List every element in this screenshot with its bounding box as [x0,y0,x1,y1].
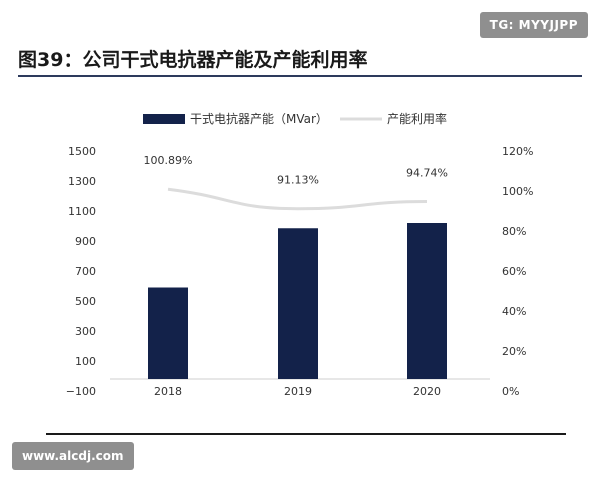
right-tick-label: 40% [502,305,526,318]
right-tick-label: 120% [502,145,533,158]
right-tick-label: 20% [502,345,526,358]
utilization-line [167,187,428,211]
left-tick-label: 100 [75,355,96,368]
bar [278,228,318,379]
utilization-point-label: 94.74% [406,167,448,180]
right-tick-label: 0% [502,385,519,398]
bar [148,287,188,379]
utilization-point-label: 91.13% [277,174,319,187]
utilization-labels: 100.89% 91.13% 94.74% [144,154,448,187]
bar [407,223,447,379]
bar-series [148,223,447,379]
left-tick-label: 900 [75,235,96,248]
left-tick-label: 300 [75,325,96,338]
x-tick-label: 2018 [154,385,182,398]
right-tick-label: 100% [502,185,533,198]
x-axis: 2018 2019 2020 [154,385,441,398]
left-tick-label: −100 [66,385,96,398]
left-tick-label: 1100 [68,205,96,218]
legend-line-label: 产能利用率 [387,111,447,126]
utilization-point-label: 100.89% [144,154,193,167]
legend: 干式电抗器产能（MVar） 产能利用率 [143,111,447,126]
right-tick-label: 80% [502,225,526,238]
watermark-bottom: www.alcdj.com [12,442,134,470]
x-tick-label: 2020 [413,385,441,398]
left-tick-label: 700 [75,265,96,278]
right-tick-label: 60% [502,265,526,278]
left-tick-label: 1500 [68,145,96,158]
right-axis: 0% 20% 40% 60% 80% 100% 120% [502,145,533,398]
left-tick-label: 1300 [68,175,96,188]
watermark-top: TG: MYYJJPP [479,12,588,38]
page-title: 图39：公司干式电抗器产能及产能利用率 [18,49,368,71]
legend-bar-swatch [143,114,185,124]
legend-bar-label: 干式电抗器产能（MVar） [190,111,328,126]
left-tick-label: 500 [75,295,96,308]
title-divider [18,75,582,77]
x-tick-label: 2019 [284,385,312,398]
bottom-divider [46,433,566,435]
left-axis: −100 100 300 500 700 900 1100 1300 1500 [66,145,96,398]
